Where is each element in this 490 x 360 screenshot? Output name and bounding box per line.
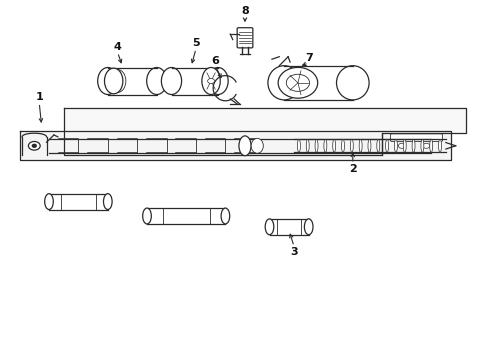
Text: 6: 6 [212,56,220,66]
Ellipse shape [278,67,318,98]
Ellipse shape [386,139,389,152]
Ellipse shape [421,139,424,152]
Ellipse shape [297,139,300,152]
Ellipse shape [45,194,53,210]
Ellipse shape [147,68,167,94]
Ellipse shape [403,139,406,152]
Ellipse shape [333,139,336,152]
Ellipse shape [342,139,344,152]
Ellipse shape [412,139,415,152]
FancyBboxPatch shape [391,134,442,141]
Ellipse shape [377,139,380,152]
Text: 1: 1 [35,92,43,102]
Circle shape [423,143,430,148]
Text: 8: 8 [241,6,249,16]
Ellipse shape [337,66,369,100]
Ellipse shape [98,68,118,94]
Circle shape [208,78,215,84]
Ellipse shape [430,139,433,152]
Text: 7: 7 [305,53,313,63]
Ellipse shape [286,74,310,91]
Circle shape [32,144,36,147]
Ellipse shape [394,139,397,152]
Ellipse shape [251,138,263,153]
Ellipse shape [324,139,327,152]
Text: 4: 4 [114,42,122,52]
Ellipse shape [368,139,371,152]
Ellipse shape [439,139,441,152]
Text: 5: 5 [192,38,200,48]
Text: 3: 3 [290,247,298,257]
Ellipse shape [104,68,123,94]
Ellipse shape [103,194,112,210]
Circle shape [398,143,405,148]
Ellipse shape [221,208,230,224]
Ellipse shape [315,139,318,152]
Text: 2: 2 [349,164,357,174]
Circle shape [28,141,40,150]
Ellipse shape [359,139,362,152]
Ellipse shape [109,69,126,93]
Ellipse shape [268,66,300,100]
Polygon shape [20,131,451,160]
Polygon shape [64,108,465,155]
FancyBboxPatch shape [237,28,253,48]
Ellipse shape [239,136,251,156]
Ellipse shape [143,208,151,224]
Ellipse shape [202,68,220,94]
Ellipse shape [306,139,309,152]
Ellipse shape [350,139,353,152]
Ellipse shape [161,68,182,94]
Ellipse shape [265,219,274,235]
Ellipse shape [304,219,313,235]
Ellipse shape [208,68,228,94]
